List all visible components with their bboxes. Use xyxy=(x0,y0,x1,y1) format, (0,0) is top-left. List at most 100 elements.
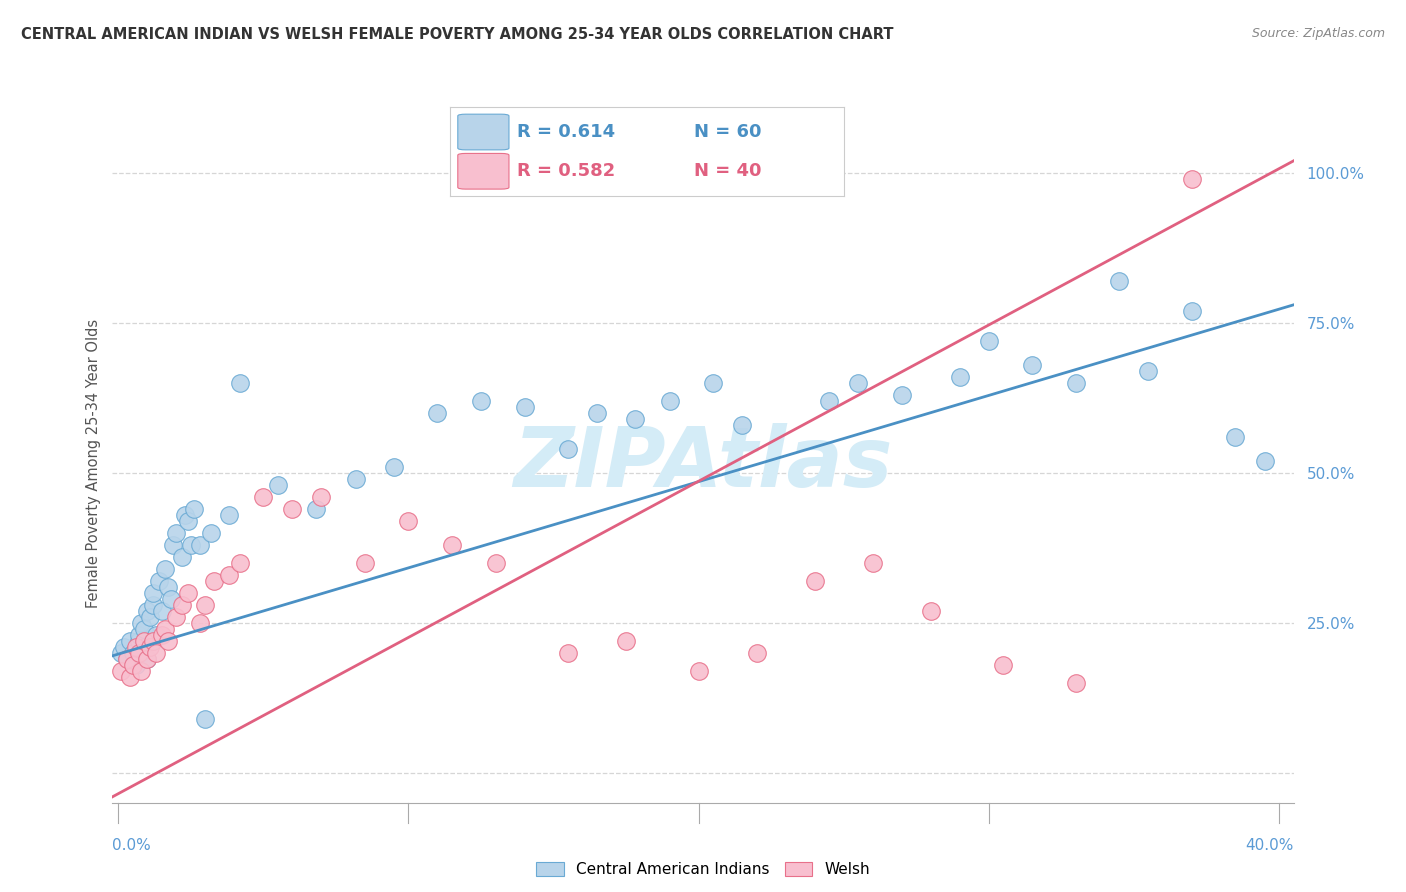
Y-axis label: Female Poverty Among 25-34 Year Olds: Female Poverty Among 25-34 Year Olds xyxy=(86,319,101,608)
Point xyxy=(165,610,187,624)
Point xyxy=(846,376,869,390)
Point xyxy=(890,388,912,402)
Point xyxy=(115,652,138,666)
Point xyxy=(818,393,841,408)
Text: N = 40: N = 40 xyxy=(695,162,762,180)
Point xyxy=(145,628,167,642)
Point xyxy=(148,574,170,588)
Point xyxy=(1181,172,1204,186)
Point xyxy=(110,664,132,678)
Text: ZIPAtlas: ZIPAtlas xyxy=(513,424,893,504)
Point xyxy=(142,598,165,612)
Point xyxy=(188,538,211,552)
Point xyxy=(180,538,202,552)
Text: CENTRAL AMERICAN INDIAN VS WELSH FEMALE POVERTY AMONG 25-34 YEAR OLDS CORRELATIO: CENTRAL AMERICAN INDIAN VS WELSH FEMALE … xyxy=(21,27,894,42)
Point xyxy=(200,525,222,540)
Text: 0.0%: 0.0% xyxy=(112,838,152,854)
Point xyxy=(139,610,162,624)
Point xyxy=(470,393,492,408)
Point xyxy=(745,646,768,660)
Text: Source: ZipAtlas.com: Source: ZipAtlas.com xyxy=(1251,27,1385,40)
Point xyxy=(142,633,165,648)
Text: R = 0.614: R = 0.614 xyxy=(517,123,614,141)
Point xyxy=(110,646,132,660)
Point xyxy=(121,657,143,672)
Point xyxy=(159,591,181,606)
Point xyxy=(688,664,710,678)
Point xyxy=(136,604,159,618)
Point xyxy=(304,501,326,516)
Legend: Central American Indians, Welsh: Central American Indians, Welsh xyxy=(530,856,876,883)
Point xyxy=(142,586,165,600)
Point xyxy=(252,490,274,504)
Point xyxy=(128,646,150,660)
Text: N = 60: N = 60 xyxy=(695,123,762,141)
Point xyxy=(920,604,942,618)
Point xyxy=(162,538,184,552)
Point xyxy=(145,646,167,660)
Point xyxy=(398,514,420,528)
Point xyxy=(614,633,637,648)
Point xyxy=(311,490,333,504)
Point xyxy=(229,556,252,570)
Point xyxy=(1181,303,1204,318)
Point xyxy=(623,412,645,426)
Point xyxy=(115,652,138,666)
Point xyxy=(1253,454,1275,468)
Point xyxy=(440,538,463,552)
Point xyxy=(194,598,217,612)
Point xyxy=(134,640,156,654)
Point xyxy=(134,633,156,648)
Point xyxy=(1225,430,1247,444)
FancyBboxPatch shape xyxy=(458,114,509,150)
Point xyxy=(139,640,162,654)
Point xyxy=(153,622,176,636)
Point xyxy=(125,657,148,672)
Point xyxy=(121,646,143,660)
Point xyxy=(194,712,217,726)
Point xyxy=(993,657,1015,672)
Point xyxy=(731,417,754,432)
Point xyxy=(125,640,148,654)
Point xyxy=(218,567,240,582)
Point xyxy=(862,556,884,570)
Point xyxy=(344,472,367,486)
Point xyxy=(1064,675,1087,690)
Point xyxy=(977,334,1000,348)
Point xyxy=(557,442,579,456)
Point xyxy=(177,586,200,600)
Point xyxy=(128,633,150,648)
Point xyxy=(188,615,211,630)
Point xyxy=(136,652,159,666)
Point xyxy=(136,652,159,666)
Point xyxy=(1108,274,1130,288)
Point xyxy=(153,562,176,576)
Point xyxy=(281,501,304,516)
Point xyxy=(183,501,205,516)
Point xyxy=(354,556,377,570)
Point xyxy=(131,615,153,630)
Point xyxy=(156,580,179,594)
Point xyxy=(267,478,290,492)
Point xyxy=(165,525,187,540)
Point xyxy=(1137,364,1160,378)
Point xyxy=(118,633,141,648)
Point xyxy=(803,574,825,588)
Point xyxy=(1021,358,1043,372)
Point xyxy=(118,670,141,684)
Point xyxy=(172,598,194,612)
Point xyxy=(229,376,252,390)
Point xyxy=(484,556,506,570)
Point xyxy=(177,514,200,528)
Point xyxy=(156,633,179,648)
Point xyxy=(174,508,197,522)
Point xyxy=(202,574,225,588)
Point xyxy=(949,369,972,384)
Point xyxy=(131,664,153,678)
Point xyxy=(586,406,609,420)
Point xyxy=(134,622,156,636)
Point xyxy=(382,459,405,474)
Point xyxy=(513,400,536,414)
Point xyxy=(557,646,579,660)
Point xyxy=(218,508,240,522)
